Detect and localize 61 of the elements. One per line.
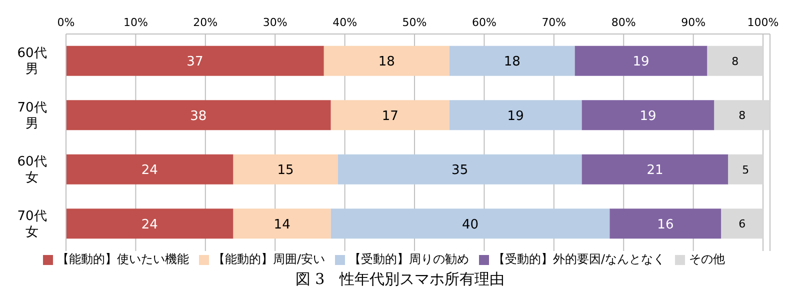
legend-label: 【能動的】使いたい機能 <box>56 252 189 266</box>
data-label: 19 <box>632 54 650 70</box>
bar <box>66 154 234 184</box>
bar <box>714 100 770 130</box>
bar <box>233 154 338 184</box>
x-tick-label: 70% <box>542 16 566 29</box>
data-label: 38 <box>190 108 207 124</box>
x-tick-label: 50% <box>402 16 427 29</box>
data-label: 40 <box>462 217 479 232</box>
data-label: 18 <box>504 54 520 70</box>
data-label: 24 <box>141 163 158 178</box>
bar <box>449 46 575 76</box>
x-tick-label: 40% <box>332 16 358 29</box>
x-tick-label: 10% <box>123 16 148 29</box>
bar <box>449 100 582 130</box>
data-label: 15 <box>277 163 294 178</box>
data-label: 19 <box>507 108 524 124</box>
bar <box>338 154 582 184</box>
bar <box>330 208 610 239</box>
data-label: 6 <box>738 218 746 231</box>
bar <box>66 208 234 239</box>
data-label: 5 <box>742 163 750 176</box>
x-tick-label: 0% <box>57 16 75 29</box>
data-label: 19 <box>640 108 656 124</box>
bar <box>324 46 450 76</box>
bar <box>574 46 708 76</box>
data-label: 24 <box>141 217 158 232</box>
bar <box>233 208 331 239</box>
bar <box>728 154 764 184</box>
bar <box>610 208 722 239</box>
bar <box>582 100 714 130</box>
legend-label: 【受動的】周りの勧め <box>349 252 469 266</box>
data-label: 14 <box>274 217 290 232</box>
bar <box>721 208 764 239</box>
data-label: 37 <box>186 54 204 70</box>
y-tick-label: 60代女 <box>17 154 47 186</box>
y-tick-label: 70代男 <box>17 100 47 132</box>
bar <box>330 100 450 130</box>
data-label: 8 <box>732 54 739 68</box>
legend-label: 【能動的】周囲/安い <box>212 252 325 266</box>
bar <box>66 100 331 130</box>
text: 図 3 性年代別スマホ所有理由 <box>294 270 506 289</box>
bar <box>66 46 324 76</box>
legend-label: 【受動的】外的要因/なんとなく <box>493 252 666 266</box>
data-label: 17 <box>382 108 398 124</box>
data-label: 16 <box>657 217 674 232</box>
x-tick-label: 30% <box>262 16 288 29</box>
x-tick-label: 80% <box>611 16 636 29</box>
legend-label: その他 <box>689 252 726 266</box>
data-label: 35 <box>452 163 468 178</box>
bar <box>582 154 728 184</box>
x-tick-label: 60% <box>472 16 496 29</box>
y-tick-label: 60代男 <box>17 46 47 78</box>
x-tick-label: 100% <box>747 16 779 29</box>
x-tick-label: 20% <box>193 16 218 29</box>
x-tick-label: 90% <box>681 16 706 29</box>
data-label: 18 <box>378 54 395 70</box>
y-tick-label: 70代女 <box>17 208 47 240</box>
data-label: 21 <box>646 163 664 178</box>
bar <box>707 46 764 76</box>
data-label: 8 <box>738 109 746 122</box>
